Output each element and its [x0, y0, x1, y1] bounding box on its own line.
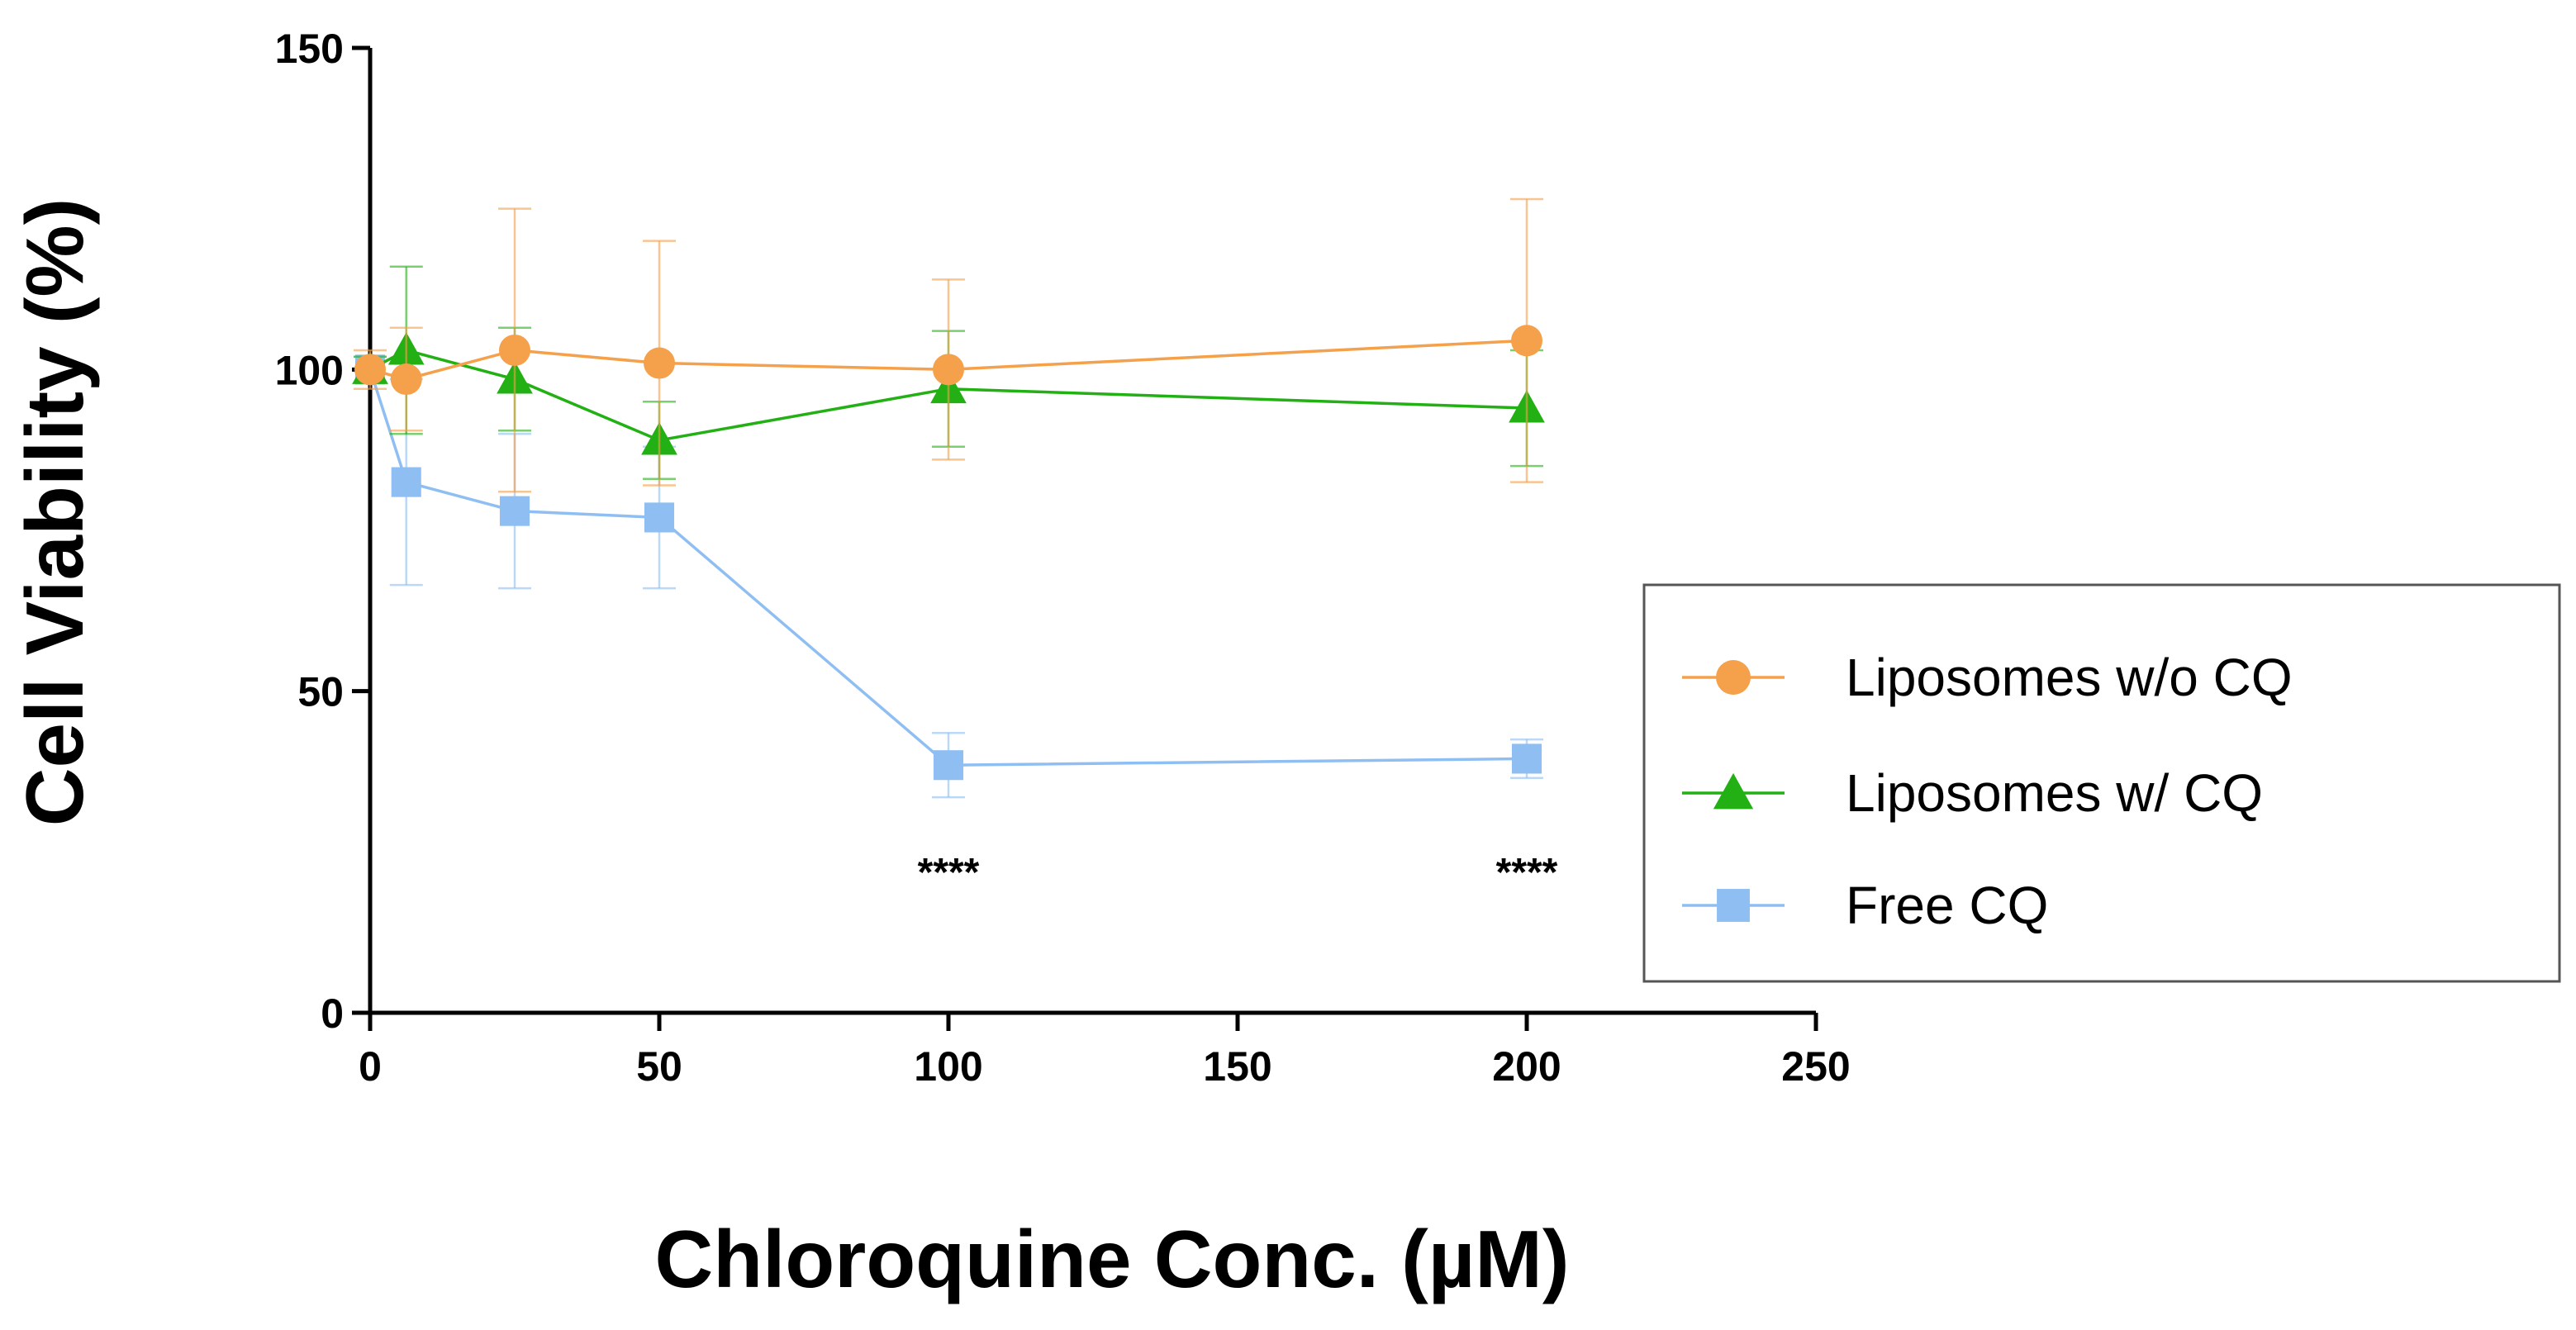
data-point	[354, 354, 386, 386]
data-point	[1511, 743, 1542, 774]
axis-ticks: 0 50 100 150 0 50 100 150 200 250	[275, 26, 1851, 1090]
data-point	[933, 354, 964, 386]
axes	[368, 48, 1816, 1015]
data-point	[391, 467, 421, 497]
x-tick-label: 100	[914, 1043, 982, 1090]
legend: Liposomes w/o CQ Liposomes w/ CQ Free CQ	[1642, 583, 2561, 983]
legend-item: Liposomes w/ CQ	[1682, 763, 2263, 823]
y-tick-label: 0	[321, 990, 344, 1037]
y-tick-label: 100	[275, 347, 344, 393]
y-tick-label: 50	[297, 669, 344, 715]
data-point	[1511, 325, 1542, 357]
x-tick-label: 50	[636, 1043, 682, 1090]
significance-label: ****	[1496, 851, 1558, 895]
legend-swatch-marker	[1713, 772, 1754, 810]
series-layer	[352, 197, 1545, 799]
y-tick-label: 150	[275, 26, 344, 72]
y-axis-label: Cell Viability (%)	[9, 198, 100, 827]
data-point	[933, 750, 964, 781]
series-liposomes-w-o-cq	[354, 197, 1543, 493]
data-point	[644, 347, 675, 379]
data-point	[499, 334, 530, 366]
x-tick-label: 200	[1492, 1043, 1561, 1090]
legend-box	[1642, 583, 2561, 983]
legend-swatch-marker	[1717, 889, 1750, 922]
x-axis-label: Chloroquine Conc. (µM)	[654, 1214, 1569, 1304]
data-point	[644, 502, 675, 533]
x-tick-label: 0	[359, 1043, 382, 1090]
legend-swatch-marker	[1716, 660, 1751, 695]
data-point	[499, 496, 530, 526]
legend-item: Free CQ	[1682, 876, 2048, 935]
significance-label: ****	[918, 851, 980, 895]
annotations: **** ****	[918, 851, 1558, 895]
x-tick-label: 250	[1781, 1043, 1850, 1090]
legend-label: Free CQ	[1846, 876, 2048, 935]
legend-label: Liposomes w/ CQ	[1846, 763, 2263, 823]
series-line	[368, 368, 1528, 767]
x-tick-label: 150	[1203, 1043, 1271, 1090]
legend-item: Liposomes w/o CQ	[1682, 648, 2293, 707]
legend-label: Liposomes w/o CQ	[1846, 648, 2293, 707]
data-point	[390, 363, 422, 396]
